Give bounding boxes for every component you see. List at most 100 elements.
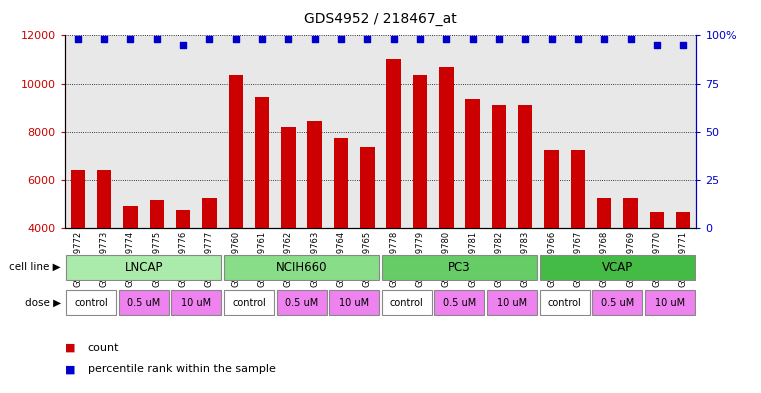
Bar (412, 75, 427, 324)
Bar (202, 198, 217, 324)
Text: LNCAP: LNCAP (124, 261, 163, 274)
Point (177, 42, 189, 48)
Bar (592, 290, 642, 315)
Text: GSM1359774: GSM1359774 (126, 231, 135, 287)
Bar (540, 255, 695, 280)
Text: PC3: PC3 (448, 261, 471, 274)
Bar (171, 290, 221, 315)
Text: count: count (88, 343, 119, 353)
Bar (439, 67, 454, 324)
Point (124, 36, 136, 42)
Text: GSM1359780: GSM1359780 (442, 231, 451, 287)
Point (230, 36, 242, 42)
Bar (518, 105, 533, 324)
Text: GSM1359767: GSM1359767 (573, 231, 582, 287)
Text: ■: ■ (65, 343, 75, 353)
Bar (276, 290, 326, 315)
Point (309, 36, 321, 42)
Bar (435, 290, 485, 315)
Bar (66, 290, 116, 315)
Text: NCIH660: NCIH660 (275, 261, 327, 274)
Bar (466, 99, 480, 324)
Text: control: control (74, 298, 108, 308)
Bar (307, 121, 322, 324)
Bar (360, 147, 374, 324)
Bar (540, 290, 590, 315)
Text: 10 uM: 10 uM (339, 298, 369, 308)
Text: control: control (390, 298, 424, 308)
Bar (645, 290, 695, 315)
Text: GSM1359768: GSM1359768 (600, 231, 609, 287)
Text: GSM1359775: GSM1359775 (152, 231, 161, 287)
Bar (382, 255, 537, 280)
Text: GSM1359766: GSM1359766 (547, 231, 556, 287)
Text: 0.5 uM: 0.5 uM (443, 298, 476, 308)
Point (282, 36, 295, 42)
Point (335, 36, 347, 42)
Bar (71, 170, 85, 324)
Bar (330, 290, 379, 315)
Point (625, 36, 637, 42)
Text: percentile rank within the sample: percentile rank within the sample (88, 364, 275, 375)
Text: VCAP: VCAP (602, 261, 633, 274)
Text: 10 uM: 10 uM (181, 298, 212, 308)
Bar (150, 200, 164, 324)
Text: GSM1359783: GSM1359783 (521, 231, 530, 287)
Point (72, 36, 84, 42)
Bar (334, 138, 349, 324)
Text: GSM1359781: GSM1359781 (468, 231, 477, 287)
Bar (228, 75, 243, 324)
Text: GSM1359760: GSM1359760 (231, 231, 240, 287)
Text: GSM1359770: GSM1359770 (652, 231, 661, 287)
Text: GSM1359769: GSM1359769 (626, 231, 635, 287)
Text: control: control (548, 298, 581, 308)
Point (256, 36, 268, 42)
Bar (224, 290, 274, 315)
Bar (597, 198, 611, 324)
Text: 10 uM: 10 uM (497, 298, 527, 308)
Point (572, 36, 584, 42)
Text: GSM1359762: GSM1359762 (284, 231, 293, 287)
Bar (224, 255, 379, 280)
Text: GSM1359771: GSM1359771 (679, 231, 688, 287)
Bar (650, 212, 664, 324)
Bar (281, 127, 295, 324)
Text: GSM1359764: GSM1359764 (336, 231, 345, 287)
Point (98, 36, 110, 42)
Point (361, 36, 374, 42)
Text: GDS4952 / 218467_at: GDS4952 / 218467_at (304, 12, 457, 26)
Bar (119, 290, 169, 315)
Text: GSM1359765: GSM1359765 (363, 231, 372, 287)
Bar (97, 170, 111, 324)
Point (440, 36, 452, 42)
Bar (382, 290, 431, 315)
Bar (623, 198, 638, 324)
Text: 0.5 uM: 0.5 uM (127, 298, 161, 308)
Bar (123, 206, 138, 324)
Text: dose ▶: dose ▶ (25, 298, 61, 308)
Point (651, 42, 663, 48)
Text: GSM1359763: GSM1359763 (310, 231, 319, 287)
Point (203, 36, 215, 42)
Bar (66, 255, 221, 280)
Point (546, 36, 558, 42)
Text: GSM1359772: GSM1359772 (73, 231, 82, 287)
Text: GSM1359778: GSM1359778 (389, 231, 398, 287)
Text: 10 uM: 10 uM (655, 298, 685, 308)
Bar (176, 210, 190, 324)
Point (519, 36, 531, 42)
Bar (571, 150, 585, 324)
Text: GSM1359779: GSM1359779 (416, 231, 425, 287)
Point (151, 36, 163, 42)
Text: cell line ▶: cell line ▶ (9, 262, 61, 272)
Bar (492, 105, 506, 324)
Text: 0.5 uM: 0.5 uM (600, 298, 634, 308)
Point (493, 36, 505, 42)
Text: GSM1359761: GSM1359761 (257, 231, 266, 287)
Bar (255, 97, 269, 324)
Text: control: control (232, 298, 266, 308)
Bar (676, 212, 690, 324)
Point (466, 36, 479, 42)
Point (598, 36, 610, 42)
Point (387, 36, 400, 42)
